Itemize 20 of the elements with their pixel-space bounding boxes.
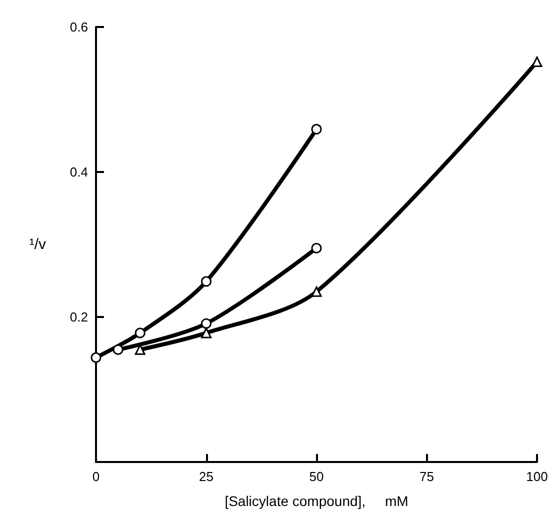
point xyxy=(90,352,102,363)
x-tick-label: 100 xyxy=(526,469,548,484)
x-tick-label: 50 xyxy=(309,469,324,484)
x-tick-label: 75 xyxy=(420,469,434,484)
point xyxy=(201,328,212,338)
point xyxy=(311,124,322,134)
point xyxy=(201,276,212,287)
point xyxy=(311,286,322,297)
point xyxy=(112,344,124,355)
point xyxy=(311,242,322,254)
point xyxy=(201,318,212,329)
x-tick-label: 0 xyxy=(92,469,100,484)
x-axis-title: [Salicylate compound], mM xyxy=(224,493,408,509)
y-tick-label: 0.2 xyxy=(70,310,88,324)
y-tick-label: 0.4 xyxy=(70,164,88,180)
y-tick-label: 0.6 xyxy=(70,20,88,34)
point xyxy=(134,328,146,338)
x-tick-label: 25 xyxy=(199,469,214,484)
y-axis-title: ¹/v xyxy=(29,236,46,253)
point xyxy=(532,56,542,68)
